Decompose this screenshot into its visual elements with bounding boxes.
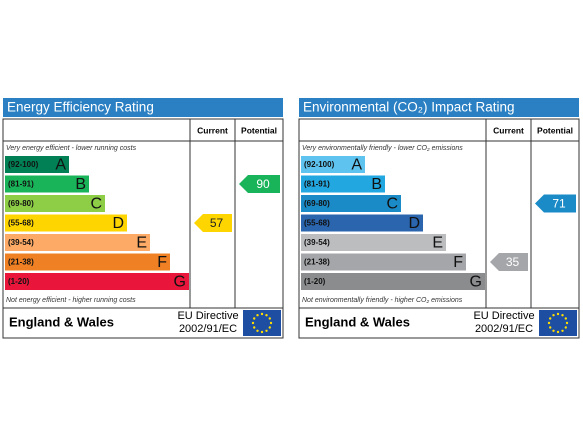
rating-band [301, 156, 365, 173]
rating-band [301, 234, 446, 251]
band-letter: A [55, 157, 66, 174]
eu-star [556, 330, 560, 334]
band-range: (1-20) [304, 277, 326, 286]
epc-panel: Environmental (CO₂) Impact Rating Current… [298, 98, 580, 339]
title-bar [3, 98, 283, 117]
band-range: (55-68) [8, 219, 34, 228]
rating-band [5, 156, 69, 173]
rating-band [5, 273, 189, 290]
band-letter: B [371, 176, 382, 193]
epc-panel: Energy Efficiency Rating Current Potential… [2, 98, 284, 339]
band-letter: B [75, 176, 86, 193]
eu-star [265, 329, 268, 332]
eu-star [256, 314, 259, 317]
eu-star [552, 329, 555, 332]
band-letter: A [351, 157, 362, 174]
top-note: Very energy efficient - lower running co… [6, 145, 137, 152]
eu-star [561, 329, 564, 332]
band-letter: F [157, 254, 167, 271]
band-range: (69-80) [8, 199, 34, 208]
rating-band [5, 195, 105, 212]
band-letter: F [453, 254, 463, 271]
band-range: (21-38) [8, 258, 34, 267]
rating-band [5, 234, 150, 251]
directive: EU Directive [177, 310, 238, 322]
band-letter: C [90, 196, 102, 213]
band-range: (55-68) [304, 219, 330, 228]
eu-star [549, 326, 552, 329]
eu-star [253, 317, 256, 320]
eu-star [253, 326, 256, 329]
eu-star [564, 326, 567, 329]
eu-star [564, 317, 567, 320]
panel-title: Environmental (CO₂) Impact Rating [303, 100, 515, 115]
band-letter: G [174, 274, 186, 291]
rating-band [301, 195, 401, 212]
eu-star [547, 321, 551, 325]
region: England & Wales [305, 314, 410, 329]
rating-band [301, 253, 466, 271]
eu-star [269, 321, 273, 325]
rating-value: 35 [506, 255, 520, 269]
column-header: Current [493, 125, 524, 135]
eu-star [552, 314, 555, 317]
rating-band [301, 214, 423, 232]
region: England & Wales [9, 314, 114, 329]
rating-band [301, 175, 385, 193]
column-header: Current [197, 125, 228, 135]
band-range: (1-20) [8, 277, 30, 286]
rating-value: 57 [210, 216, 224, 230]
rating-value: 90 [256, 177, 270, 191]
eu-star [265, 314, 268, 317]
band-range: (81-91) [8, 180, 34, 189]
band-range: (92-100) [304, 160, 335, 169]
bottom-note: Not energy efficient - higher running co… [6, 297, 136, 304]
eu-star [256, 329, 259, 332]
panel-title: Energy Efficiency Rating [7, 100, 154, 115]
band-range: (39-54) [304, 238, 330, 247]
eu-star [268, 326, 271, 329]
panel-border [2, 118, 284, 339]
rating-arrow [490, 253, 528, 271]
band-letter: C [386, 196, 398, 213]
directive: EU Directive [473, 310, 534, 322]
eu-star [268, 317, 271, 320]
eu-star [260, 312, 264, 316]
band-letter: D [408, 215, 420, 232]
band-letter: D [112, 215, 124, 232]
column-header: Potential [241, 125, 277, 135]
band-letter: E [136, 235, 147, 252]
title-bar [299, 98, 579, 117]
band-range: (92-100) [8, 160, 39, 169]
band-range: (21-38) [304, 258, 330, 267]
band-range: (81-91) [304, 180, 330, 189]
rating-band [301, 273, 485, 290]
column-header: Potential [537, 125, 573, 135]
top-note: Very environmentally friendly - lower CO… [302, 145, 463, 152]
band-letter: G [470, 274, 482, 291]
bottom-note: Not environmentally friendly - higher CO… [302, 297, 463, 304]
eu-star [260, 330, 264, 334]
band-range: (39-54) [8, 238, 34, 247]
band-letter: E [432, 235, 443, 252]
eu-star [561, 314, 564, 317]
rating-arrow [535, 194, 576, 213]
rating-arrow [194, 214, 232, 232]
eu-star [251, 321, 255, 325]
rating-band [5, 214, 127, 232]
rating-band [5, 175, 89, 193]
directive: 2002/91/EC [179, 323, 237, 335]
rating-band [5, 253, 170, 271]
panel-border [298, 118, 580, 339]
eu-star [549, 317, 552, 320]
eu-star [565, 321, 569, 325]
band-range: (69-80) [304, 199, 330, 208]
rating-arrow [239, 175, 280, 193]
directive: 2002/91/EC [475, 323, 533, 335]
rating-value: 71 [552, 197, 566, 211]
eu-star [556, 312, 560, 316]
